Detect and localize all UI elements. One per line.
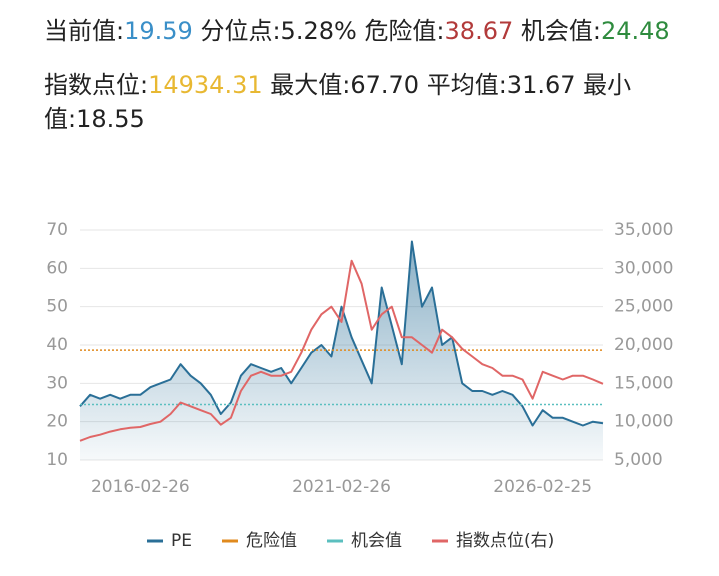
stat-value: 38.67: [444, 17, 514, 45]
legend-label: PE: [171, 531, 192, 551]
stat-line: 当前值:19.59 分位点:5.28% 危险值:38.67 机会值:24.48: [44, 14, 684, 48]
x-tick-label: 2026-02-25: [493, 477, 592, 497]
stat-value: 24.48: [600, 17, 670, 45]
y-tick-label: 70: [46, 220, 68, 240]
y2-tick-label: 35,000: [614, 220, 673, 240]
y2-tick-label: 30,000: [614, 258, 673, 278]
y-tick-label: 40: [46, 335, 68, 355]
stat-line: 指数点位:14934.31 最大值:67.70 平均值:31.67 最小值:18…: [44, 68, 684, 136]
y-tick-label: 60: [46, 258, 68, 278]
legend-label: 机会值: [351, 531, 402, 551]
stat-label: 最小值:: [44, 71, 632, 133]
stat-label: 分位点:: [200, 17, 281, 45]
line: [79, 259, 604, 442]
stat-value: 67.70: [350, 71, 420, 99]
y-tick-label: 20: [46, 412, 68, 432]
y2-tick-label: 15,000: [614, 373, 673, 393]
stat-value: 14934.31: [148, 71, 263, 99]
stat-label: 平均值:: [426, 71, 507, 99]
x-tick-label: 2016-02-26: [91, 477, 190, 497]
legend-label: 危险值: [246, 531, 297, 551]
x-tick-label: 2021-02-26: [292, 477, 391, 497]
y2-tick-label: 20,000: [614, 335, 673, 355]
stat-value: 19.59: [124, 17, 193, 45]
stat-label: 当前值:: [44, 17, 125, 45]
y-tick-label: 30: [46, 373, 68, 393]
y-tick-label: 50: [46, 297, 68, 317]
y-tick-label: 10: [46, 450, 68, 470]
y2-tick-label: 10,000: [614, 412, 673, 432]
header: 当前值:19.59 分位点:5.28% 危险值:38.67 机会值:24.48 指…: [44, 14, 684, 156]
stat-value: 5.28%: [280, 17, 357, 45]
y2-tick-label: 25,000: [614, 297, 673, 317]
stat-label: 机会值:: [520, 17, 601, 45]
stat-value: 18.55: [76, 105, 145, 133]
stat-label: 最大值:: [270, 71, 351, 99]
stat-value: 31.67: [506, 71, 576, 99]
line: [79, 240, 604, 427]
y2-tick-label: 5,000: [614, 450, 663, 470]
stat-label: 指数点位:: [44, 71, 149, 99]
legend-label: 指数点位(右): [456, 531, 554, 551]
stat-label: 危险值:: [364, 17, 445, 45]
